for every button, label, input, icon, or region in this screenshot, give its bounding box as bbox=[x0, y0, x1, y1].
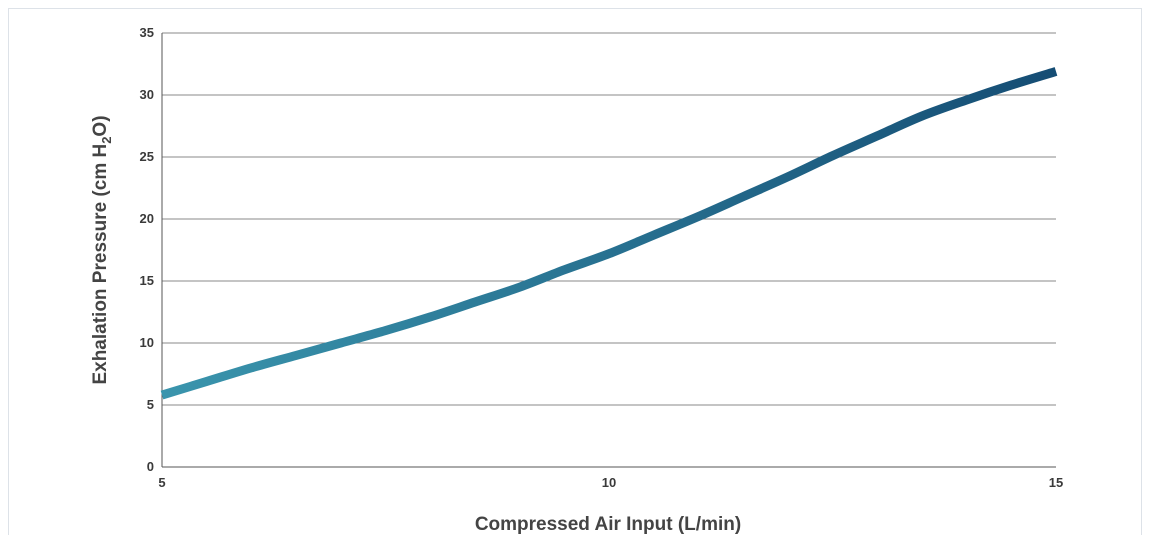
chart-frame bbox=[8, 8, 1142, 535]
y-tick-label: 15 bbox=[140, 273, 154, 288]
x-tick-labels: 5 10 15 bbox=[158, 475, 1063, 490]
series-line-0 bbox=[160, 67, 1058, 400]
y-tick-label: 25 bbox=[140, 149, 154, 164]
x-tick-label: 10 bbox=[602, 475, 616, 490]
y-axis-title: Exhalation Pressure (cm H2O) bbox=[90, 115, 114, 384]
y-axis-title-subscript: 2 bbox=[99, 137, 114, 144]
x-axis-title: Compressed Air Input (L/min) bbox=[475, 514, 741, 535]
x-tick-label: 5 bbox=[158, 475, 165, 490]
y-tick-label: 5 bbox=[147, 397, 154, 412]
y-tick-labels: 0 5 10 15 20 25 30 35 bbox=[140, 25, 154, 474]
y-tick-label: 35 bbox=[140, 25, 154, 40]
y-tick-label: 20 bbox=[140, 211, 154, 226]
y-axis-title-prefix: Exhalation Pressure (cm H bbox=[90, 144, 111, 385]
y-tick-label: 30 bbox=[140, 87, 154, 102]
gridlines bbox=[161, 32, 1056, 468]
y-tick-label: 0 bbox=[147, 459, 154, 474]
series-group bbox=[160, 67, 1058, 400]
y-tick-label: 10 bbox=[140, 335, 154, 350]
x-tick-label: 15 bbox=[1049, 475, 1063, 490]
y-axis-title-suffix: O) bbox=[90, 115, 111, 136]
